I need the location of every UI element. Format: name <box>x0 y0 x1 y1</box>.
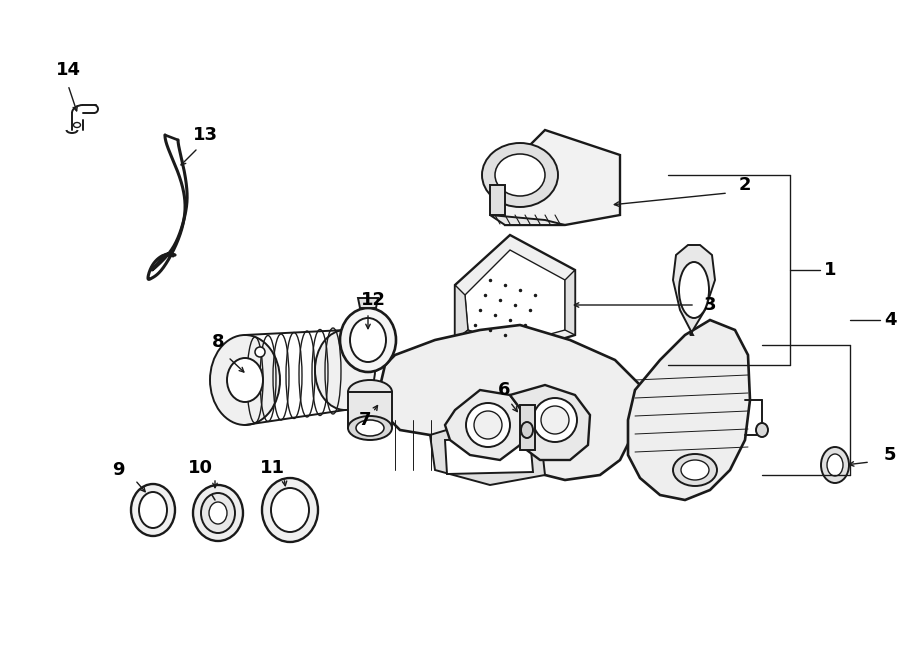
Ellipse shape <box>193 485 243 541</box>
Polygon shape <box>490 185 505 215</box>
Polygon shape <box>510 385 590 460</box>
Ellipse shape <box>466 403 510 447</box>
Polygon shape <box>348 392 392 428</box>
Ellipse shape <box>255 347 265 357</box>
Text: 6: 6 <box>498 381 510 399</box>
Polygon shape <box>455 235 575 355</box>
Text: 5: 5 <box>884 446 896 464</box>
Polygon shape <box>673 245 715 335</box>
Polygon shape <box>565 270 575 335</box>
Ellipse shape <box>348 380 392 404</box>
Ellipse shape <box>201 493 235 533</box>
Ellipse shape <box>673 454 717 486</box>
Ellipse shape <box>521 422 533 438</box>
Ellipse shape <box>356 420 384 436</box>
Polygon shape <box>465 250 565 345</box>
Polygon shape <box>490 215 565 225</box>
Polygon shape <box>628 320 750 500</box>
Ellipse shape <box>139 492 167 528</box>
Ellipse shape <box>827 454 843 476</box>
Polygon shape <box>378 325 640 480</box>
Text: 14: 14 <box>56 61 80 79</box>
Text: 11: 11 <box>259 459 284 477</box>
Polygon shape <box>358 298 378 308</box>
Ellipse shape <box>131 484 175 536</box>
Text: 4: 4 <box>884 311 896 329</box>
Text: 2: 2 <box>739 176 752 194</box>
Ellipse shape <box>495 154 545 196</box>
Text: 12: 12 <box>361 291 385 309</box>
Ellipse shape <box>756 423 768 437</box>
Ellipse shape <box>227 358 263 402</box>
Ellipse shape <box>533 398 577 442</box>
Text: 13: 13 <box>193 126 218 144</box>
Polygon shape <box>455 285 468 340</box>
Ellipse shape <box>681 460 709 480</box>
Ellipse shape <box>74 122 80 128</box>
Text: 1: 1 <box>824 261 836 279</box>
Ellipse shape <box>340 308 396 372</box>
Ellipse shape <box>541 406 569 434</box>
Text: 10: 10 <box>187 459 212 477</box>
Ellipse shape <box>210 335 280 425</box>
Ellipse shape <box>348 416 392 440</box>
Ellipse shape <box>482 143 558 207</box>
Text: 8: 8 <box>212 333 224 351</box>
Polygon shape <box>430 420 545 485</box>
Ellipse shape <box>679 262 709 318</box>
Ellipse shape <box>474 411 502 439</box>
Ellipse shape <box>350 318 386 362</box>
Polygon shape <box>445 438 533 474</box>
Ellipse shape <box>209 502 227 524</box>
Text: 9: 9 <box>112 461 124 479</box>
Polygon shape <box>490 130 620 225</box>
Polygon shape <box>455 330 510 355</box>
Polygon shape <box>520 405 535 450</box>
Ellipse shape <box>315 330 375 410</box>
Ellipse shape <box>821 447 849 483</box>
Text: 7: 7 <box>359 411 371 429</box>
Polygon shape <box>445 390 525 460</box>
Ellipse shape <box>262 478 318 542</box>
Ellipse shape <box>271 488 309 532</box>
Text: 3: 3 <box>704 296 716 314</box>
